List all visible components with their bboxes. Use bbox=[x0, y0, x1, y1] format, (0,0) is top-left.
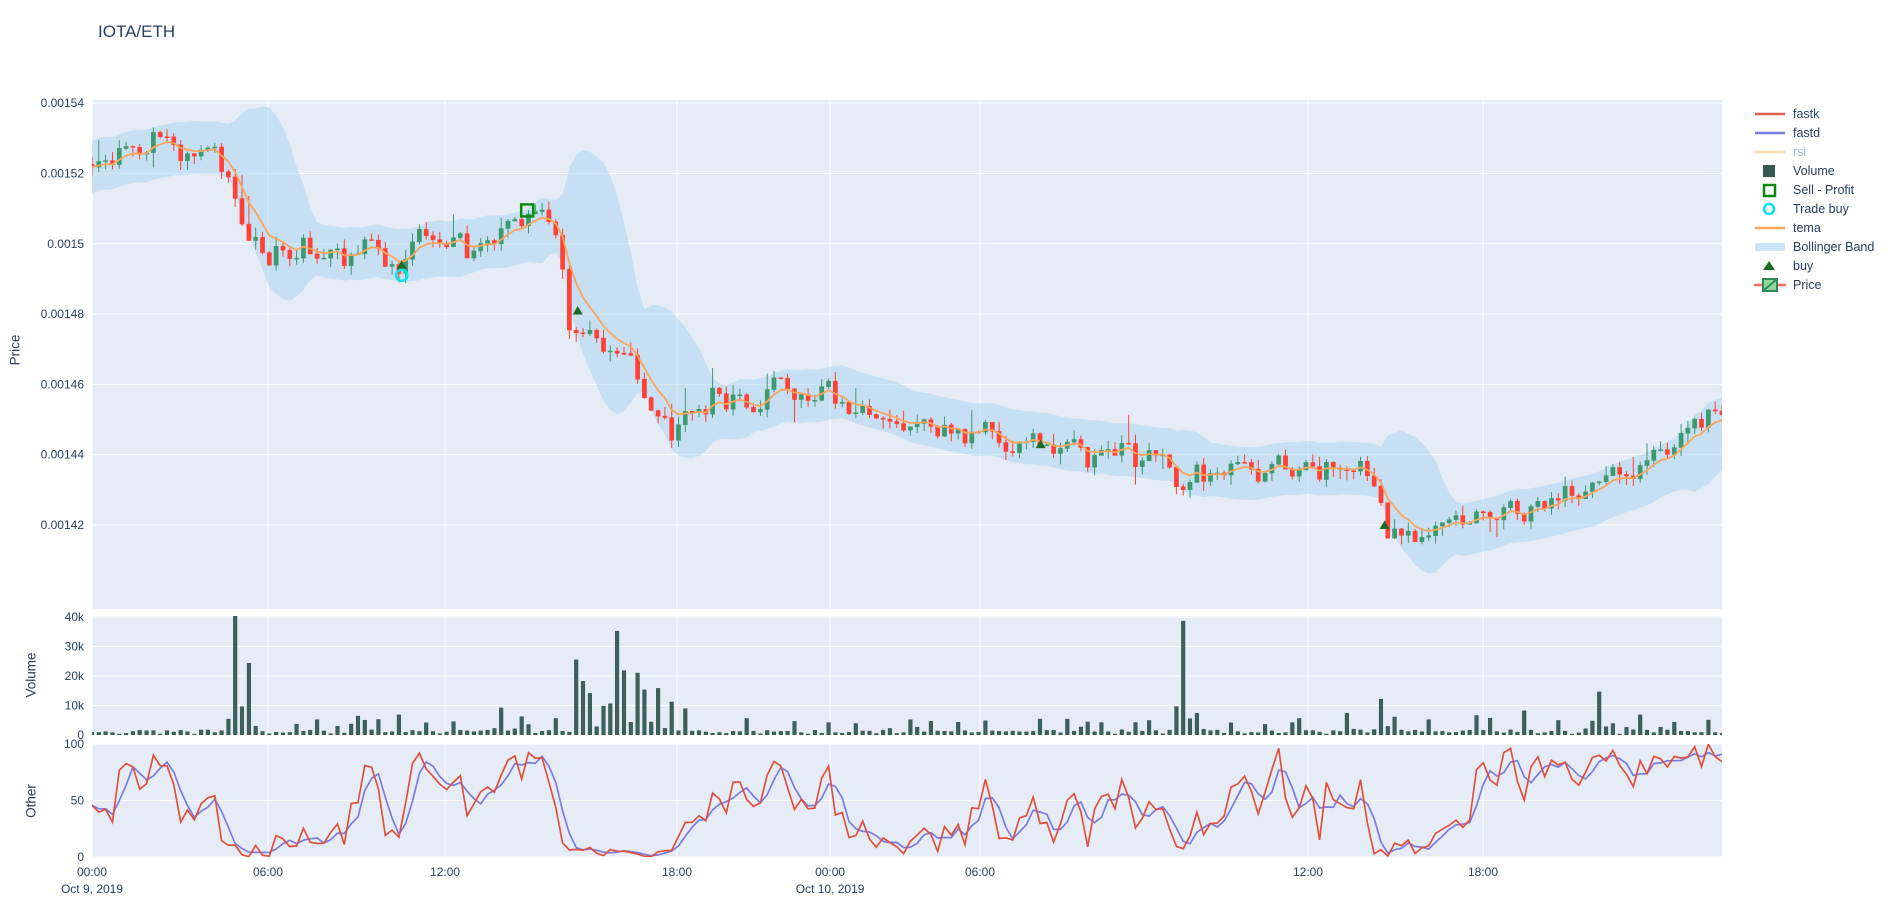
other-tick-label: 100 bbox=[64, 737, 84, 751]
volume-tick-label: 30k bbox=[65, 640, 85, 654]
legend-label: tema bbox=[1793, 220, 1821, 235]
legend-item-buy[interactable]: buy bbox=[1752, 256, 1874, 275]
x-tick-label: 12:00 bbox=[430, 865, 460, 879]
chart-title: IOTA/ETH bbox=[98, 22, 176, 41]
rsi-legend-swatch bbox=[1755, 150, 1785, 153]
x-tick-label: 18:00 bbox=[1468, 865, 1498, 879]
legend-item-fastk[interactable]: fastk bbox=[1752, 104, 1874, 123]
legend-label: fastd bbox=[1793, 125, 1821, 140]
chart-legend: fastk fastd rsi Volume Sell - Profit Trade bu… bbox=[1752, 104, 1874, 294]
x-tick-label: 12:00 bbox=[1293, 865, 1323, 879]
trade-buy-legend-swatch bbox=[1762, 202, 1776, 215]
price-candles bbox=[92, 127, 1722, 545]
sell-profit-marker[interactable] bbox=[519, 203, 535, 218]
x-tick-label: 00:00 bbox=[77, 865, 107, 879]
volume-tick-label: 40k bbox=[65, 610, 85, 624]
x-tick-label: 00:00 bbox=[815, 865, 845, 879]
x-tick-label: 18:00 bbox=[662, 865, 692, 879]
volume-bars bbox=[92, 616, 1722, 735]
legend-label: fastk bbox=[1793, 106, 1820, 121]
price-tick-label: 0.00146 bbox=[41, 377, 85, 391]
price-tick-label: 0.00148 bbox=[41, 307, 85, 321]
tema-legend-swatch bbox=[1755, 226, 1785, 229]
volume-tick-label: 20k bbox=[65, 669, 85, 683]
plot-panel-volume[interactable] bbox=[92, 616, 1722, 735]
price-legend-swatch bbox=[1754, 277, 1786, 292]
price-tick-label: 0.00154 bbox=[41, 96, 85, 110]
x-tick-label: 06:00 bbox=[965, 865, 995, 879]
legend-label: buy bbox=[1793, 258, 1814, 273]
fastd-legend-swatch bbox=[1755, 131, 1785, 134]
buy-marker[interactable] bbox=[396, 260, 407, 269]
fastk-legend-swatch bbox=[1755, 112, 1785, 115]
other-tick-label: 0 bbox=[77, 850, 84, 864]
legend-label: Volume bbox=[1793, 163, 1835, 178]
legend-item-volume[interactable]: Volume bbox=[1752, 161, 1874, 180]
volume-tick-label: 0 bbox=[77, 728, 84, 742]
legend-label: Sell - Profit bbox=[1793, 182, 1855, 197]
legend-item-tema[interactable]: tema bbox=[1752, 218, 1874, 237]
legend-label: Trade buy bbox=[1793, 201, 1849, 216]
other-tick-label: 50 bbox=[71, 794, 85, 808]
price-tick-label: 0.0015 bbox=[47, 237, 84, 251]
buy-marker[interactable] bbox=[1379, 520, 1390, 529]
price-tick-label: 0.00152 bbox=[41, 167, 85, 181]
x-tick-label: 06:00 bbox=[253, 865, 283, 879]
trade-buy-marker[interactable] bbox=[394, 268, 409, 283]
legend-item-rsi[interactable]: rsi bbox=[1752, 142, 1874, 161]
volume-tick-label: 10k bbox=[65, 699, 85, 713]
fastk-line bbox=[92, 744, 1722, 857]
legend-label: rsi bbox=[1793, 144, 1807, 159]
legend-label: Price bbox=[1793, 277, 1822, 292]
buy-marker[interactable] bbox=[1035, 439, 1046, 449]
legend-item-fastd[interactable]: fastd bbox=[1752, 123, 1874, 142]
legend-item-price[interactable]: Price bbox=[1752, 275, 1874, 294]
price-tick-label: 0.00144 bbox=[41, 448, 85, 462]
buy-legend-swatch bbox=[1763, 260, 1775, 270]
legend-label: Bollinger Band bbox=[1793, 239, 1875, 254]
legend-item-trade-buy[interactable]: Trade buy bbox=[1752, 199, 1874, 218]
legend-item-bollinger-band[interactable]: Bollinger Band bbox=[1752, 237, 1874, 256]
bollinger-band-legend-swatch bbox=[1755, 242, 1785, 251]
price-tick-label: 0.00142 bbox=[41, 518, 85, 532]
sell-profit-legend-swatch bbox=[1762, 183, 1777, 197]
buy-marker[interactable] bbox=[572, 306, 583, 315]
x-date-label: Oct 9, 2019 bbox=[61, 882, 123, 896]
volume-legend-swatch bbox=[1763, 164, 1775, 177]
x-date-label: Oct 10, 2019 bbox=[796, 882, 865, 896]
tema-line bbox=[92, 141, 1722, 532]
bollinger-band-area bbox=[92, 106, 1722, 574]
legend-item-sell-profit[interactable]: Sell - Profit bbox=[1752, 180, 1874, 199]
